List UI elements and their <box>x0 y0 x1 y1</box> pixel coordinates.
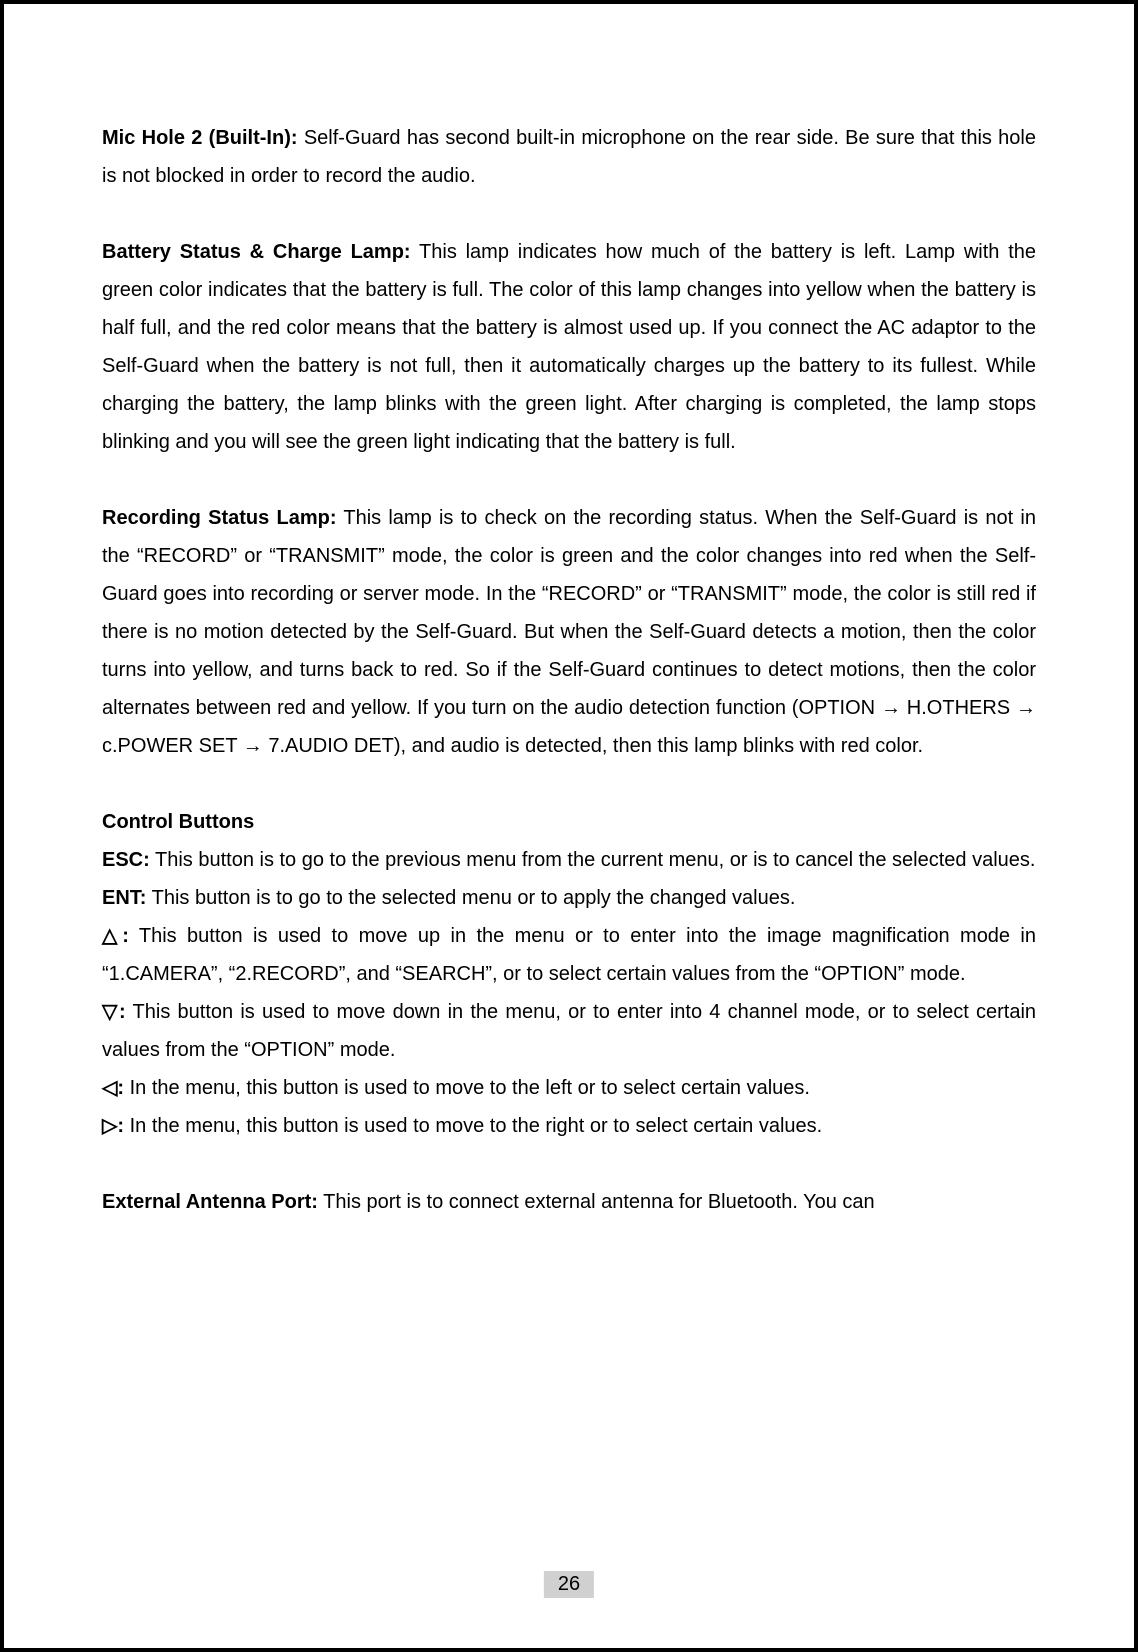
battery-status-label: Battery Status & Charge Lamp: <box>102 241 411 263</box>
mic-hole-label: Mic Hole 2 (Built-In): <box>102 127 298 149</box>
battery-status-section: Battery Status & Charge Lamp: This lamp … <box>102 233 1036 461</box>
up-row: △: This button is used to move up in the… <box>102 917 1036 993</box>
down-label: ▽: <box>102 1001 126 1023</box>
mic-hole-section: Mic Hole 2 (Built-In): Self-Guard has se… <box>102 119 1036 195</box>
esc-label: ESC: <box>102 849 150 871</box>
up-label: △: <box>102 925 129 947</box>
document-content: Mic Hole 2 (Built-In): Self-Guard has se… <box>102 119 1036 1221</box>
left-label: ◁: <box>102 1077 124 1099</box>
down-row: ▽: This button is used to move down in t… <box>102 993 1036 1069</box>
ent-text: This button is to go to the selected men… <box>146 887 795 909</box>
ent-label: ENT: <box>102 887 146 909</box>
battery-status-text: This lamp indicates how much of the batt… <box>102 241 1036 453</box>
recording-status-label: Recording Status Lamp: <box>102 507 336 529</box>
esc-text: This button is to go to the previous men… <box>150 849 1036 871</box>
recording-status-section: Recording Status Lamp: This lamp is to c… <box>102 499 1036 765</box>
esc-row: ESC: This button is to go to the previou… <box>102 841 1036 879</box>
up-text: This button is used to move up in the me… <box>102 925 1036 985</box>
external-antenna-section: External Antenna Port: This port is to c… <box>102 1183 1036 1221</box>
page-number: 26 <box>544 1571 594 1598</box>
left-row: ◁: In the menu, this button is used to m… <box>102 1069 1036 1107</box>
down-text: This button is used to move down in the … <box>102 1001 1036 1061</box>
external-antenna-text: This port is to connect external antenna… <box>318 1191 875 1213</box>
right-text: In the menu, this button is used to move… <box>124 1115 822 1137</box>
recording-status-text: This lamp is to check on the recording s… <box>102 507 1036 757</box>
control-buttons-section: Control Buttons ESC: This button is to g… <box>102 803 1036 1145</box>
control-buttons-heading: Control Buttons <box>102 803 1036 841</box>
external-antenna-label: External Antenna Port: <box>102 1191 318 1213</box>
ent-row: ENT: This button is to go to the selecte… <box>102 879 1036 917</box>
right-row: ▷: In the menu, this button is used to m… <box>102 1107 1036 1145</box>
right-label: ▷: <box>102 1115 124 1137</box>
left-text: In the menu, this button is used to move… <box>124 1077 810 1099</box>
